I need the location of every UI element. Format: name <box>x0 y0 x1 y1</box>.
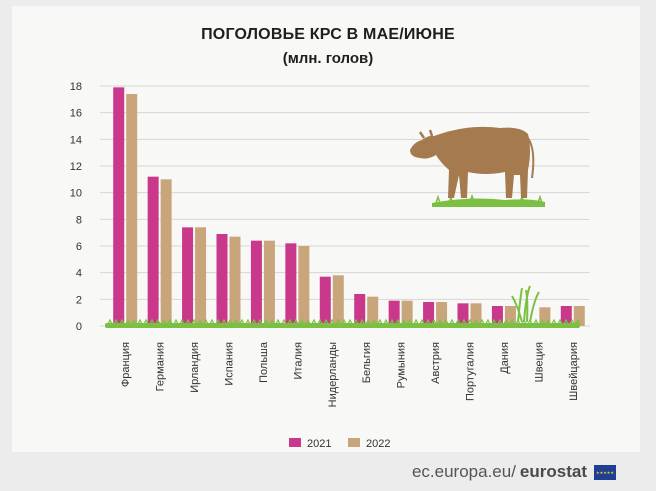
bar-2021 <box>182 227 194 326</box>
bar-2021 <box>491 306 503 326</box>
bar-2022 <box>401 300 413 326</box>
bar-2021 <box>457 303 469 326</box>
bar-2022 <box>470 303 482 326</box>
bar-2021 <box>354 294 366 326</box>
bar-2021 <box>319 276 331 326</box>
grass-strip <box>105 318 581 328</box>
y-tick-label: 8 <box>76 214 82 226</box>
eu-flag-icon: ★★★★★ <box>594 464 616 480</box>
category-label: Швейцария <box>568 342 580 401</box>
bar-2022 <box>263 240 275 326</box>
chart-subtitle: (млн. голов) <box>282 50 374 67</box>
category-labels: Франция Германия Ирландия Испания Польша Итал… <box>120 341 580 407</box>
bar-2021 <box>216 234 228 326</box>
bar-2021 <box>250 240 262 326</box>
y-tick-label: 2 <box>76 294 82 306</box>
legend-label-2022: 2022 <box>366 438 390 450</box>
category-label: Нидерланды <box>327 342 339 407</box>
footer: ec.europa.eu/eurostat ★★★★★ <box>412 462 616 482</box>
bar-2022 <box>539 307 551 326</box>
legend: 2021 2022 <box>289 438 390 450</box>
category-label: Дания <box>499 342 511 374</box>
bar-2021 <box>560 306 572 326</box>
legend-swatch-2021 <box>289 438 301 447</box>
category-label: Ирландия <box>189 342 201 393</box>
bar-2021 <box>113 87 125 326</box>
cow-icon <box>410 126 545 207</box>
category-label: Франция <box>120 342 132 387</box>
legend-swatch-2022 <box>348 438 360 447</box>
bar-2022 <box>332 275 344 326</box>
chart-title: ПОГОЛОВЬЕ КРС В МАЕ/ИЮНЕ <box>201 26 455 43</box>
category-label: Италия <box>292 342 304 380</box>
category-label: Австрия <box>430 342 442 384</box>
bars <box>113 87 585 326</box>
y-tick-label: 4 <box>76 268 82 280</box>
y-tick-label: 14 <box>70 134 82 146</box>
legend-label-2021: 2021 <box>307 438 331 450</box>
bar-2022 <box>436 302 448 326</box>
grass-tuft-icon <box>511 285 540 323</box>
bar-2021 <box>388 300 400 326</box>
bar-2022 <box>229 236 241 326</box>
category-label: Португалия <box>465 342 477 401</box>
footer-domain[interactable]: ec.europa.eu/ <box>411 462 516 481</box>
category-label: Испания <box>224 342 236 386</box>
grass-base <box>105 323 580 328</box>
category-label: Германия <box>155 342 167 391</box>
bar-2022 <box>195 227 207 326</box>
bar-2022 <box>298 246 310 326</box>
bar-2022 <box>573 306 585 326</box>
category-label: Швеция <box>533 342 545 382</box>
y-tick-label: 10 <box>70 188 82 200</box>
bar-2022 <box>504 306 516 326</box>
bar-2021 <box>285 243 297 326</box>
bar-2022 <box>126 94 138 326</box>
y-tick-label: 6 <box>76 241 82 253</box>
y-tick-label: 0 <box>76 321 82 333</box>
y-tick-label: 18 <box>70 81 82 93</box>
bar-2022 <box>367 296 379 326</box>
footer-brand[interactable]: eurostat <box>519 462 587 481</box>
y-tick-label: 16 <box>70 108 82 120</box>
category-label: Бельгия <box>361 342 373 383</box>
y-axis-ticks: 0 2 4 6 8 10 12 14 16 18 <box>70 81 82 333</box>
y-tick-label: 12 <box>70 161 82 173</box>
bar-2021 <box>147 176 159 326</box>
bar-2021 <box>423 302 435 326</box>
category-label: Румыния <box>396 342 408 388</box>
bar-2022 <box>160 179 172 326</box>
category-label: Польша <box>258 341 270 383</box>
